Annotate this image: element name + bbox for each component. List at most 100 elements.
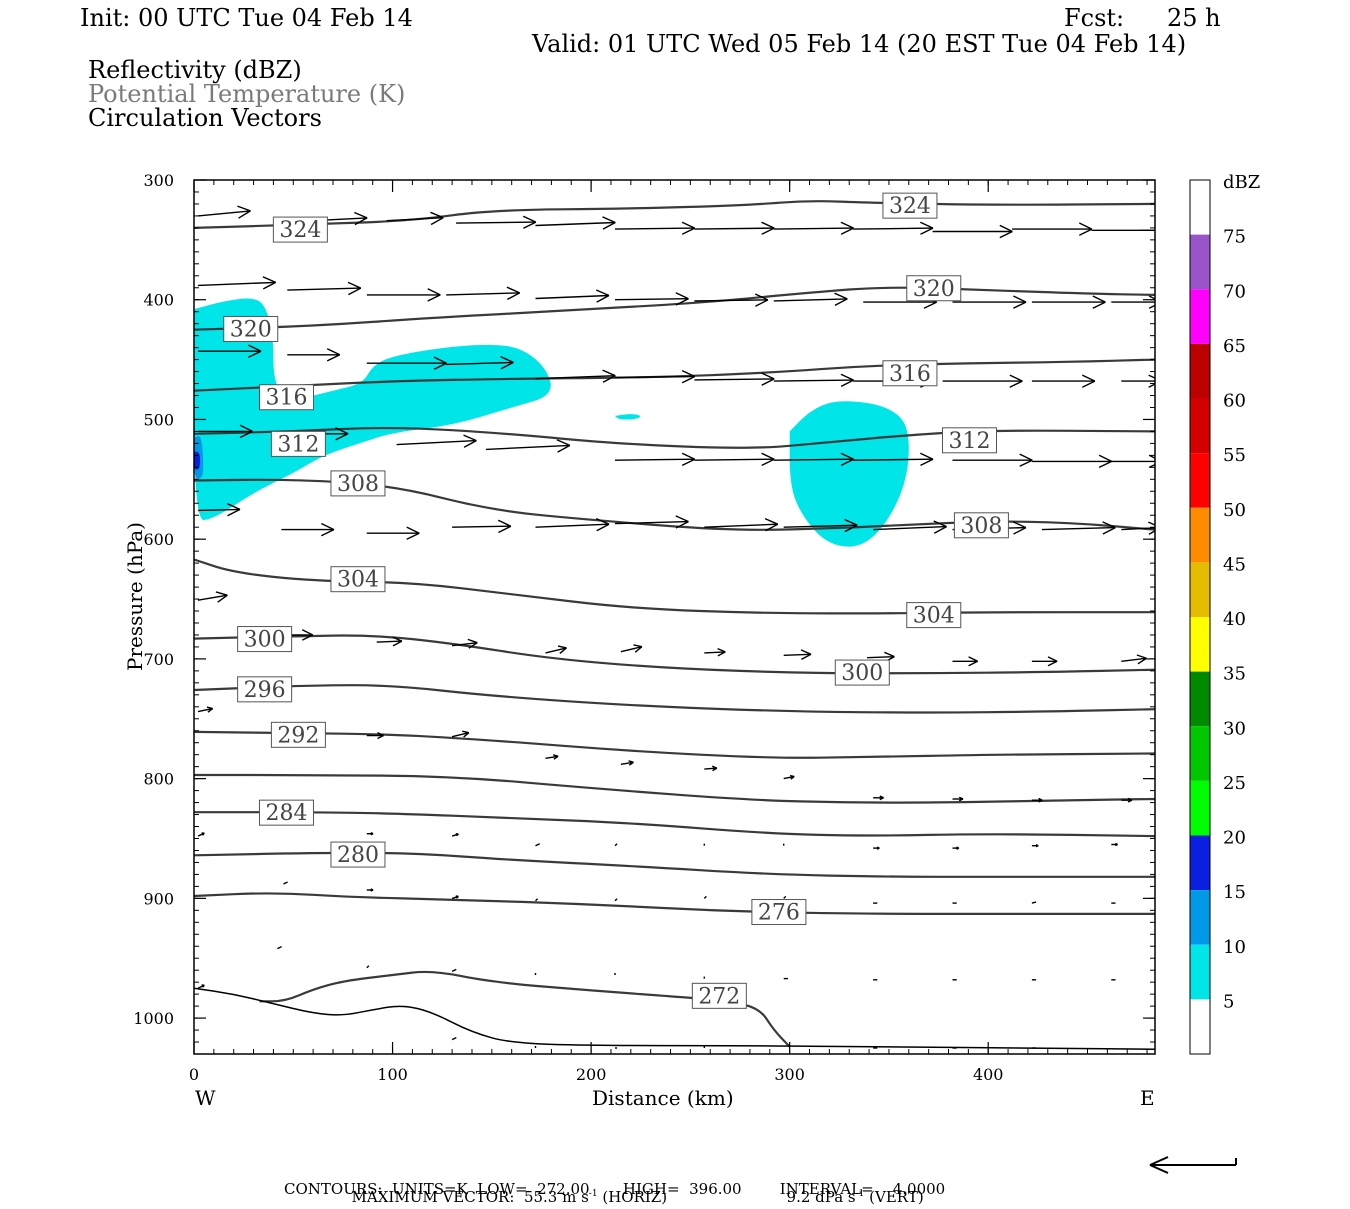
- vector-head: [557, 440, 570, 446]
- vector-shaft: [536, 899, 538, 901]
- contour-label-312: 312: [943, 428, 997, 454]
- vector-shaft: [774, 228, 854, 229]
- colorbar-label: 50: [1223, 500, 1246, 521]
- circulation-vector: [784, 896, 786, 898]
- colorbar-label: 35: [1223, 664, 1246, 685]
- x-axis-label: Distance (km): [592, 1088, 734, 1108]
- circulation-vector: [1032, 455, 1112, 467]
- vector-shaft: [377, 641, 402, 642]
- colorbar-unit: dBZ: [1223, 172, 1260, 193]
- vector-head: [1137, 655, 1147, 658]
- vector-head: [1093, 302, 1106, 308]
- circulation-vector: [704, 896, 706, 898]
- vector-shaft: [774, 380, 854, 381]
- vector-shaft: [452, 1038, 456, 1040]
- contour-label-316: 316: [883, 361, 937, 387]
- circulation-vector: [1032, 375, 1095, 387]
- vector-head: [1020, 460, 1033, 466]
- colorbar-swatch: [1190, 945, 1210, 1000]
- x-tick-label: 200: [576, 1065, 607, 1084]
- contour-label-text: 308: [337, 472, 379, 497]
- vector-head: [603, 370, 616, 376]
- circulation-vector: [198, 985, 204, 988]
- vector-shaft: [283, 882, 287, 884]
- contour-label-text: 320: [230, 317, 272, 342]
- vector-shaft: [704, 524, 778, 527]
- vector-head: [371, 890, 373, 891]
- vector-shaft: [486, 445, 570, 449]
- vector-shaft: [867, 657, 894, 658]
- circulation-vector: [953, 847, 959, 849]
- colorbar-swatch: [1190, 672, 1210, 727]
- vector-shaft: [615, 899, 617, 901]
- vector-shaft: [853, 228, 933, 229]
- contour-label-text: 272: [698, 984, 740, 1009]
- circulation-vector: [367, 289, 441, 301]
- circulation-vector: [621, 645, 642, 652]
- circulation-vector: [621, 761, 634, 765]
- vector-head: [920, 222, 933, 228]
- vector-shaft: [1042, 528, 1116, 530]
- vector-head: [371, 834, 373, 835]
- vector-shaft: [774, 459, 854, 460]
- circulation-vector: [873, 796, 884, 800]
- vector-head: [1020, 454, 1033, 460]
- circulation-vector: [198, 592, 227, 602]
- vector-head: [1159, 224, 1172, 230]
- circulation-vector: [1032, 845, 1038, 847]
- circulation-vector: [486, 440, 570, 452]
- circulation-vector: [367, 527, 420, 539]
- colorbar-swatch: [1190, 726, 1210, 781]
- circulation-vector: [615, 222, 695, 234]
- colorbar-label: 10: [1223, 937, 1246, 958]
- vector-head: [676, 293, 689, 299]
- circulation-vector: [615, 453, 695, 465]
- colorbar-swatch: [1190, 399, 1210, 454]
- vector-head: [762, 373, 775, 379]
- vector-shaft: [397, 441, 477, 445]
- x-tick-label: 100: [377, 1065, 408, 1084]
- circulation-vector: [452, 1038, 456, 1040]
- circulation-vector: [452, 731, 469, 737]
- vector-head: [682, 377, 695, 383]
- theta-contour-324: [194, 201, 1155, 228]
- vector-head: [1093, 296, 1106, 302]
- vector-shaft: [452, 526, 511, 527]
- contour-label-308: 308: [331, 471, 385, 497]
- theta-contour-276: [194, 893, 1155, 913]
- circulation-vector: [536, 217, 616, 229]
- circulation-vector: [774, 222, 854, 234]
- circulation-vector: [198, 277, 276, 289]
- reference-vector-arrow: [1150, 1157, 1236, 1173]
- x-tick-label: 0: [189, 1065, 199, 1084]
- vector-head: [1099, 455, 1112, 461]
- contour-label-324: 324: [883, 193, 937, 219]
- circulation-vector: [953, 454, 1033, 466]
- colorbar-label: 75: [1223, 227, 1246, 248]
- plot-frame: [194, 180, 1155, 1054]
- y-tick-label: 900: [143, 889, 174, 908]
- circulation-vector: [456, 216, 536, 228]
- circulation-vector: [281, 524, 334, 536]
- circulation-vector: [1111, 455, 1161, 467]
- y-tick-label: 600: [143, 530, 174, 549]
- vector-shaft: [615, 228, 695, 229]
- theta-contour-300: [194, 636, 1155, 674]
- vector-head: [841, 380, 854, 386]
- vector-head: [1000, 225, 1013, 231]
- colorbar-swatch: [1190, 289, 1210, 344]
- colorbar-label: 45: [1223, 554, 1246, 575]
- vector-shaft: [536, 223, 616, 226]
- vector-head: [755, 300, 768, 306]
- colorbar-label: 40: [1223, 609, 1246, 630]
- vector-shaft: [873, 527, 947, 530]
- vector-head: [676, 516, 689, 522]
- circulation-vector: [536, 290, 610, 302]
- vector-shaft: [615, 459, 695, 460]
- circulation-vector: [536, 844, 540, 846]
- vector-shaft: [536, 844, 540, 846]
- vector-head: [835, 293, 848, 299]
- vector-head: [1079, 229, 1092, 235]
- circulation-vector: [546, 646, 567, 653]
